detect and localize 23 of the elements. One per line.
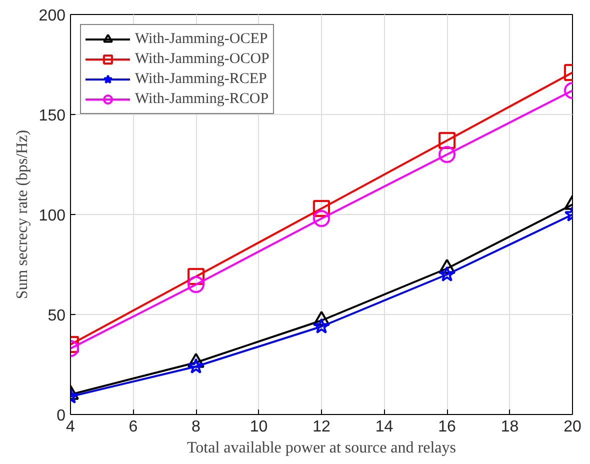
x-tick-label: 10 (250, 418, 268, 436)
legend-label: With-Jamming-RCOP (135, 90, 269, 108)
y-tick-label: 50 (48, 308, 66, 324)
x-tick-label: 8 (192, 418, 201, 436)
y-tick-label: 200 (38, 8, 66, 24)
x-tick-label: 14 (375, 418, 394, 436)
point (313, 318, 330, 334)
point (313, 200, 330, 217)
legend-label: With-Jamming-RCEP (135, 70, 267, 88)
legend-label: With-Jamming-OCEP (135, 30, 268, 48)
y-tick-label: 0 (56, 408, 66, 424)
x-tick-label: 20 (564, 418, 582, 436)
point (313, 210, 330, 227)
legend-label: With-Jamming-OCOP (135, 50, 270, 68)
x-tick-label: 16 (438, 418, 456, 436)
y-tick-label: 150 (38, 108, 66, 124)
x-tick-label: 6 (128, 418, 138, 436)
x-tick-label: 12 (312, 418, 330, 436)
y-axis-title: Sum secrecy rate (bps/Hz) (14, 130, 31, 300)
y-tick-label: 100 (38, 208, 66, 224)
x-axis-title: Total available power at source and relays (187, 440, 456, 456)
x-tick-label: 4 (66, 418, 76, 436)
x-tick-label: 18 (500, 418, 519, 436)
